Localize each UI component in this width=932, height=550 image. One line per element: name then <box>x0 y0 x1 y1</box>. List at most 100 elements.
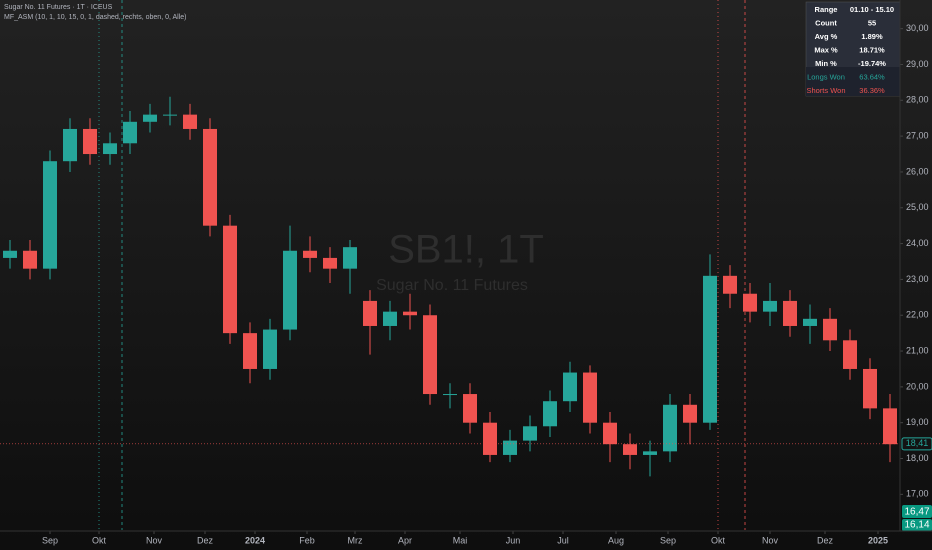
x-tick-label: Nov <box>146 535 163 545</box>
table-cell: -19.74% <box>858 59 886 68</box>
candle-body <box>663 404 677 452</box>
y-tick-label: 25,00 <box>906 202 929 212</box>
y-tick-label: 29,00 <box>906 59 929 69</box>
candle-body <box>463 394 477 423</box>
candle-body <box>323 257 337 269</box>
candle-body <box>823 318 837 341</box>
candle-body <box>183 114 197 129</box>
candle-body <box>163 114 177 116</box>
candle-body <box>683 404 697 423</box>
y-tick-label: 24,00 <box>906 238 929 248</box>
candle-body <box>883 408 897 445</box>
candle-body <box>743 293 757 312</box>
stats-table: Range 01.10 - 15.10 Count 55 Avg % 1.89% Max %… <box>805 1 901 97</box>
price-badge <box>902 505 932 518</box>
candle-body <box>123 121 137 144</box>
candle-body <box>303 250 317 258</box>
candle-body <box>863 368 877 409</box>
price-badge-label: 16,47 <box>904 507 929 518</box>
candle-body <box>283 250 297 330</box>
last-price-label: 18,41 <box>906 438 929 448</box>
x-tick-label: Okt <box>711 535 726 545</box>
x-tick-label: Feb <box>299 535 315 545</box>
x-tick-label: Dez <box>197 535 214 545</box>
last-price-box <box>901 437 932 451</box>
table-cell: Max % <box>814 45 838 54</box>
x-tick-label: Aug <box>608 535 624 545</box>
candle-body <box>523 426 537 441</box>
price-badge <box>902 519 932 531</box>
x-tick-label: Okt <box>92 535 107 545</box>
x-tick-label: Mai <box>453 535 468 545</box>
y-tick-label: 23,00 <box>906 274 929 284</box>
x-tick-label: Jul <box>557 535 569 545</box>
y-tick-label: 21,00 <box>906 345 929 355</box>
candle-body <box>723 275 737 294</box>
candle-body <box>83 128 97 155</box>
table-bg <box>806 67 900 96</box>
candle-body <box>343 247 357 269</box>
candle-body <box>603 422 617 445</box>
candle-body <box>623 444 637 455</box>
x-tick-label: 2024 <box>245 535 265 545</box>
candle-body <box>43 161 57 269</box>
candle-body <box>563 372 577 402</box>
table-cell: Count <box>815 18 837 27</box>
table-cell: Shorts Won <box>806 86 845 95</box>
watermark: SB1!, 1T <box>388 228 544 272</box>
candle-body <box>363 300 377 326</box>
candle-body <box>243 333 257 369</box>
candle-body <box>403 311 417 316</box>
candle-body <box>783 300 797 326</box>
candle-body <box>423 315 437 395</box>
table-cell: 36.36% <box>859 86 885 95</box>
table-cell: Range <box>815 5 838 14</box>
candle-body <box>23 250 37 269</box>
candle-body <box>803 318 817 326</box>
chart-title: Sugar No. 11 Futures · 1T · ICEUS <box>4 4 113 11</box>
candle-body <box>63 128 77 162</box>
y-tick-label: 20,00 <box>906 381 929 391</box>
candle-body <box>703 275 717 423</box>
y-tick-label: 19,00 <box>906 417 929 427</box>
y-tick-label: 30,00 <box>906 23 929 33</box>
y-tick-label: 27,00 <box>906 130 929 140</box>
x-tick-label: Mrz <box>348 535 363 545</box>
table-cell: 18.71% <box>859 45 885 54</box>
x-tick-label: Nov <box>762 535 779 545</box>
x-tick-label: Sep <box>42 535 58 545</box>
y-tick-label: 17,00 <box>906 489 929 499</box>
table-cell: Avg % <box>815 32 838 41</box>
candle-body <box>263 329 277 369</box>
candle-body <box>223 225 237 334</box>
candle-body <box>383 311 397 326</box>
x-tick-label: Dez <box>817 535 834 545</box>
y-tick-label: 26,00 <box>906 166 929 176</box>
table-cell: 01.10 - 15.10 <box>850 5 894 14</box>
table-cell: 55 <box>868 18 876 27</box>
candle-body <box>443 394 457 396</box>
watermark-subtitle: Sugar No. 11 Futures <box>376 277 528 294</box>
candle-body <box>3 250 17 258</box>
table-cell: Min % <box>815 59 837 68</box>
x-tick-label: 2025 <box>868 535 888 545</box>
plot <box>0 28 903 534</box>
candle-body <box>483 422 497 455</box>
candle-body <box>763 300 777 312</box>
table-cell: 1.89% <box>861 32 883 41</box>
table-cell: Longs Won <box>807 72 845 81</box>
x-tick-label: Sep <box>660 535 676 545</box>
y-tick-label: 18,00 <box>906 453 929 463</box>
indicator-label: MF_ASM (10, 1, 10, 15, 0, 1, dashed, rec… <box>4 14 187 21</box>
table-cell: 63.64% <box>859 72 885 81</box>
candle-body <box>503 440 517 455</box>
candle-body <box>143 114 157 122</box>
candle-body <box>643 451 657 455</box>
x-tick-label: Jun <box>506 535 521 545</box>
candle-body <box>543 401 557 427</box>
candle-body <box>203 128 217 226</box>
y-tick-label: 22,00 <box>906 310 929 320</box>
candle-body <box>843 340 857 369</box>
